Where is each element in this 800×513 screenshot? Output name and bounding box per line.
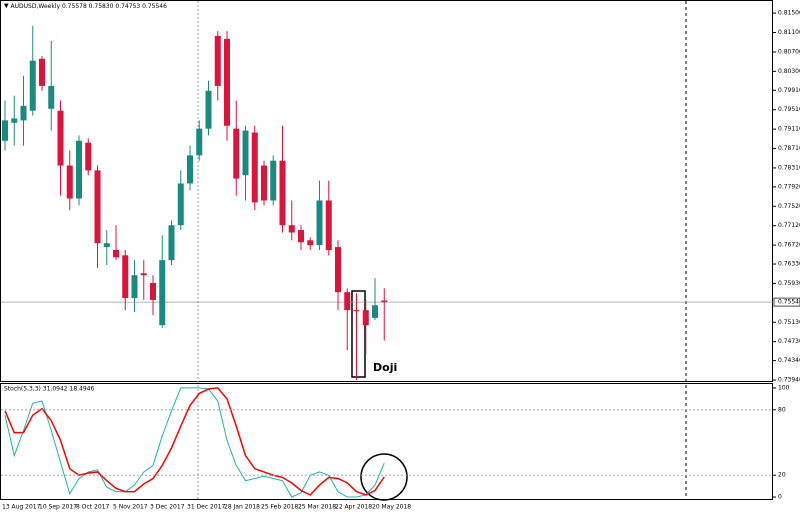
candle-body bbox=[103, 243, 110, 248]
price-label-box bbox=[773, 297, 800, 307]
candle-body bbox=[270, 160, 277, 201]
candle-body bbox=[140, 273, 147, 276]
candle-body bbox=[76, 140, 82, 199]
stoch-title: Stoch(5,3,3) 31.0942 18.4946 bbox=[4, 386, 95, 393]
y-tick-label: 0 bbox=[778, 494, 782, 501]
x-tick-label: 8 Oct 2017 bbox=[76, 504, 109, 511]
candle-body bbox=[381, 300, 388, 303]
candle-body bbox=[57, 110, 64, 166]
candle-body bbox=[233, 128, 240, 179]
candle-body bbox=[288, 225, 295, 233]
candle-body bbox=[335, 247, 341, 293]
x-tick-label: 20 May 2018 bbox=[372, 504, 411, 511]
symbol-label: ▼ AUDUSD,Weekly 0.75578 0.75830 0.74753 … bbox=[4, 3, 167, 10]
candle-body bbox=[159, 260, 166, 326]
candle-body bbox=[353, 310, 360, 312]
candle-body bbox=[372, 305, 378, 318]
x-tick-label: 3 Dec 2017 bbox=[150, 504, 185, 511]
doji-box bbox=[351, 290, 366, 378]
stoch-line bbox=[4, 387, 385, 496]
candle-body bbox=[325, 200, 332, 250]
candle-body bbox=[307, 240, 314, 246]
candle-body bbox=[66, 165, 73, 199]
candle-body bbox=[279, 160, 286, 226]
y-tick-label: 80 bbox=[778, 406, 786, 413]
candle-body bbox=[48, 85, 55, 109]
candle-body bbox=[344, 292, 351, 311]
candle-body bbox=[39, 58, 45, 86]
candle-body bbox=[2, 120, 8, 141]
candle-body bbox=[85, 142, 92, 171]
candle-body bbox=[196, 128, 203, 156]
stoch-line bbox=[4, 387, 385, 498]
price-label: 0.75546 bbox=[778, 299, 800, 306]
x-tick-label: 31 Dec 2017 bbox=[187, 504, 226, 511]
candle-body bbox=[131, 275, 138, 299]
y-tick-label: 20 bbox=[778, 472, 786, 479]
candle-body bbox=[150, 282, 156, 300]
x-tick-label: 25 Feb 2018 bbox=[261, 504, 299, 511]
candle-body bbox=[251, 132, 258, 203]
candle-body bbox=[316, 200, 323, 246]
candle-body bbox=[242, 130, 249, 176]
symbol: AUDUSD,Weekly bbox=[11, 3, 61, 10]
highlight-circle bbox=[360, 453, 408, 501]
annotation: Doji bbox=[373, 361, 397, 374]
candle-body bbox=[29, 60, 36, 111]
x-tick-label: 22 Apr 2018 bbox=[335, 504, 372, 511]
x-tick-label: 10 Sep 2017 bbox=[39, 504, 77, 511]
candle-body bbox=[187, 155, 193, 184]
candle-body bbox=[224, 38, 230, 126]
candle-body bbox=[205, 90, 212, 129]
x-tick-label: 28 Jan 2018 bbox=[224, 504, 260, 511]
ohlc: 0.75578 0.75830 0.74753 0.75546 bbox=[62, 3, 167, 10]
x-tick-label: 25 Mar 2018 bbox=[298, 504, 336, 511]
y-tick-label: 100 bbox=[778, 384, 790, 391]
candle-body bbox=[11, 118, 18, 123]
candle-body bbox=[113, 249, 119, 258]
x-tick-label: 5 Nov 2017 bbox=[113, 504, 148, 511]
candle-body bbox=[20, 105, 27, 121]
candle-body bbox=[168, 225, 175, 261]
candle-body bbox=[94, 170, 101, 244]
candle-body bbox=[261, 165, 267, 201]
candle-body bbox=[122, 255, 129, 299]
x-tick-label: 13 Aug 2017 bbox=[2, 504, 41, 511]
candle-body bbox=[214, 35, 221, 86]
stoch-panel bbox=[0, 383, 773, 500]
main-panel bbox=[0, 0, 773, 382]
candle-body bbox=[177, 183, 184, 226]
stoch-lines bbox=[4, 387, 385, 498]
candle-body bbox=[362, 310, 369, 326]
candle-body bbox=[298, 230, 304, 243]
